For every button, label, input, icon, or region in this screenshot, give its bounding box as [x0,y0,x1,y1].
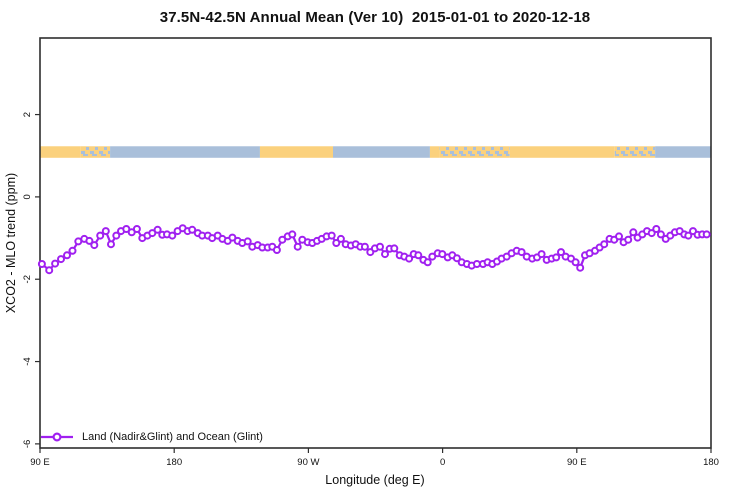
chart-title: 37.5N-42.5N Annual Mean (Ver 10) 2015-01… [159,9,591,26]
x-axis-label: Longitude (deg E) [325,473,425,487]
svg-text:90 W: 90 W [297,457,319,468]
svg-text:180: 180 [703,457,719,468]
legend: Land (Nadir&Glint) and Ocean (Glint) [40,429,263,445]
svg-text:90 E: 90 E [567,457,587,468]
svg-text:-2: -2 [22,275,33,283]
svg-text:2: 2 [22,112,33,117]
svg-text:0: 0 [22,194,33,199]
svg-text:90 E: 90 E [30,457,50,468]
svg-text:180: 180 [166,457,182,468]
legend-marker-icon [41,432,73,442]
svg-text:-4: -4 [22,357,33,365]
svg-text:0: 0 [440,457,445,468]
legend-label: Land (Nadir&Glint) and Ocean (Glint) [82,431,263,443]
svg-text:-6: -6 [22,440,33,448]
